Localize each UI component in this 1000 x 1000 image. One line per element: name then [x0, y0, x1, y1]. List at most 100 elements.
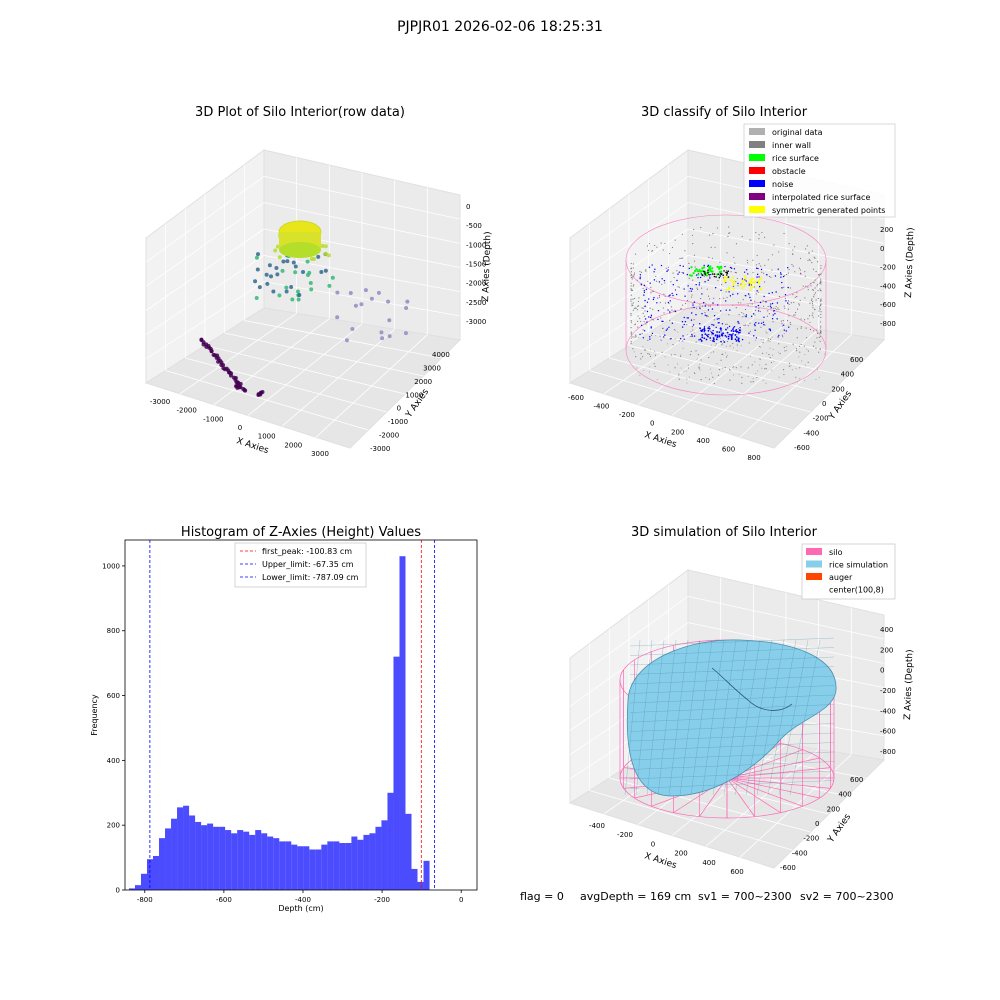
tick-label: 600	[850, 356, 863, 364]
hist-bar	[423, 860, 430, 890]
raw-point	[293, 264, 298, 269]
cls-point	[687, 367, 690, 369]
cls-point	[741, 235, 743, 238]
cls-point	[726, 323, 728, 325]
cls-point	[714, 334, 717, 337]
cls-point	[749, 285, 752, 288]
cls-point	[771, 292, 774, 294]
cls-point	[813, 330, 815, 332]
raw-point	[376, 290, 381, 295]
panel-raw-title: 3D Plot of Silo Interior(row data)	[195, 105, 405, 120]
cls-point	[730, 271, 732, 273]
suptitle: PJPJR01 2026-02-06 18:25:31	[397, 19, 603, 35]
sim-auger-dip	[711, 667, 793, 711]
cls-point	[718, 317, 720, 320]
cls-point	[630, 285, 632, 287]
cls-point	[631, 278, 633, 280]
cls-point	[734, 338, 737, 341]
hist-bar	[201, 825, 208, 890]
cls-point	[700, 359, 702, 361]
tick-label: 0	[815, 820, 819, 828]
cls-point	[692, 243, 694, 245]
cls-point	[817, 315, 820, 317]
cls-point	[683, 370, 685, 372]
cls-point	[758, 322, 760, 324]
cls-point	[680, 257, 682, 259]
hist-x-tick-label: 0	[459, 896, 463, 904]
tick-label: 200	[674, 850, 687, 858]
cls-point	[783, 232, 785, 235]
cls-point	[689, 287, 692, 290]
cls-point	[816, 329, 818, 331]
raw-point	[379, 330, 384, 335]
cls-point	[737, 337, 739, 340]
cls-point	[778, 343, 780, 345]
cls-point	[686, 323, 688, 326]
cls-point	[817, 261, 819, 263]
cls-point	[650, 334, 653, 336]
cls-point	[702, 305, 704, 307]
raw-point	[387, 334, 392, 339]
cls-point	[729, 345, 731, 347]
cls-point	[670, 306, 672, 308]
cls-point	[727, 334, 729, 336]
cls-point	[808, 251, 810, 253]
raw-point	[289, 284, 294, 289]
cls-point	[739, 331, 741, 334]
cls-point	[730, 336, 733, 339]
cls-point	[757, 280, 760, 283]
cls-point	[819, 332, 822, 334]
cls-point	[777, 351, 780, 353]
sim-y-ticks: -600 -400 -200 0 200 400 600	[780, 776, 863, 872]
cls-point	[632, 267, 634, 269]
raw-point	[254, 255, 259, 260]
cls-point	[710, 344, 713, 346]
cls-point	[631, 289, 634, 291]
cls-point	[728, 226, 730, 228]
cls-point	[769, 347, 771, 349]
cls-point	[790, 302, 792, 304]
cls-point	[729, 232, 731, 234]
cls-point	[814, 292, 816, 294]
cls-point	[763, 236, 766, 238]
cls-point	[812, 345, 815, 347]
cls-point	[669, 320, 671, 322]
cls-point	[820, 304, 822, 306]
cls-point	[656, 302, 658, 304]
cls-point	[747, 273, 749, 275]
cls-point	[808, 258, 811, 260]
cls-point	[666, 270, 668, 272]
cls-point	[690, 330, 692, 333]
cls-point	[726, 272, 729, 275]
cls-point	[808, 252, 810, 254]
cls-point	[660, 339, 662, 341]
cls-point	[711, 308, 714, 310]
cls-point	[632, 348, 634, 350]
cls-point	[812, 268, 815, 270]
cls-point	[669, 294, 671, 296]
cls-point	[777, 336, 779, 338]
cls-point	[713, 297, 715, 299]
cls-point	[811, 301, 814, 303]
cls-point	[724, 334, 727, 337]
cls-point	[642, 337, 645, 339]
cls-point	[785, 349, 788, 351]
cls-point	[752, 378, 754, 380]
cls-point	[732, 347, 734, 349]
cls-point	[649, 366, 651, 368]
raw-point	[309, 287, 314, 292]
cls-point	[749, 288, 752, 291]
cls-point	[771, 269, 773, 271]
cls-point	[643, 289, 646, 292]
cls-point	[716, 363, 718, 365]
cls-point	[785, 300, 787, 302]
cls-legend-label: original data	[772, 128, 823, 137]
cls-point	[747, 325, 749, 327]
cls-point	[726, 354, 729, 357]
cls-point	[696, 358, 698, 360]
cls-point	[649, 355, 652, 358]
cls-point	[661, 351, 663, 353]
cls-point	[734, 262, 736, 264]
cls-point	[754, 280, 757, 283]
cls-point	[728, 314, 730, 316]
